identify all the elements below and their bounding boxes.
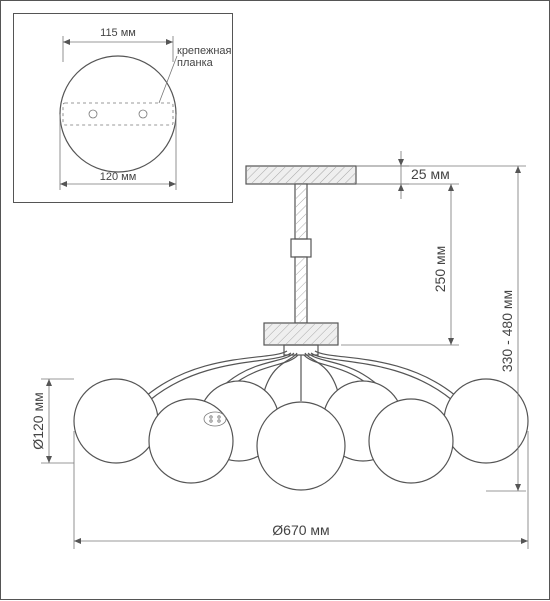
label-canopy-25: 25 мм [411,166,450,182]
dim-ball-120: Ø120 мм [30,379,74,463]
hub [264,323,338,355]
globe-right [444,379,528,463]
globe-center [257,402,345,490]
stem [291,184,311,323]
label-stem-250: 250 мм [432,246,448,293]
label-ball-120: Ø120 мм [30,392,46,449]
globe-midright [369,399,453,483]
canopy [246,166,356,184]
label-total-height: 330 - 480 мм [499,290,515,372]
main-svg: 25 мм 250 мм 330 - 480 мм Ø12 [1,1,550,601]
label-width-670: Ø670 мм [272,522,329,538]
globe-midleft [149,399,233,483]
page-frame: 115 мм крепежная планка [0,0,550,600]
globe-left [74,379,158,463]
dim-stem-250: 250 мм [341,184,459,345]
dim-canopy-25: 25 мм [356,151,450,199]
